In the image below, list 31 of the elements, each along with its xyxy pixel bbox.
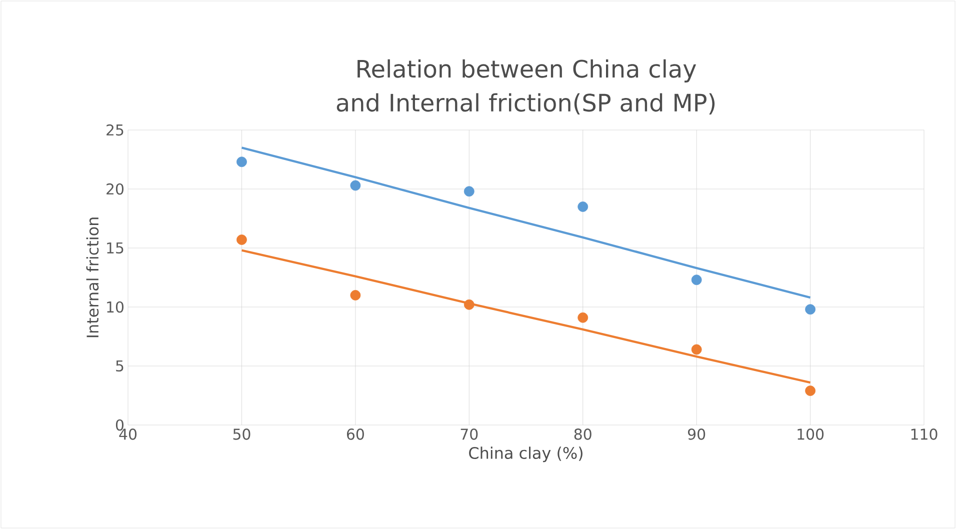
x-tick-label: 70	[460, 428, 478, 440]
point	[350, 290, 361, 300]
point	[350, 180, 361, 191]
y-tick-label: 25	[106, 124, 124, 136]
point	[578, 202, 588, 212]
point	[578, 312, 588, 323]
x-tick-label: 60	[346, 428, 364, 440]
y-tick-label: 10	[107, 301, 124, 313]
point	[805, 304, 816, 315]
y-axis-title: Internal friction	[86, 218, 99, 338]
x-axis-title: China clay (%)	[469, 446, 582, 462]
point	[691, 274, 702, 286]
x-tick-label: 40	[119, 428, 137, 440]
x-tick-label: 50	[233, 428, 250, 440]
point	[805, 386, 816, 396]
point	[464, 299, 474, 310]
y-tick-label: 20	[106, 183, 124, 195]
point	[236, 156, 247, 168]
x-tick-label: 110	[911, 428, 938, 440]
point	[691, 344, 702, 355]
line-series	[240, 249, 812, 384]
x-tick-label: 90	[688, 428, 706, 440]
y-tick-label: 0	[116, 419, 124, 431]
point	[464, 186, 474, 197]
x-tick-label: 80	[574, 428, 592, 440]
point	[236, 234, 247, 245]
line-series	[240, 146, 812, 299]
x-tick-label: 100	[798, 428, 824, 440]
chart-title: Relation between China clay and Internal friction(SP and MP)	[336, 59, 715, 115]
y-tick-label: 15	[107, 242, 124, 254]
y-tick-label: 5	[116, 360, 124, 372]
